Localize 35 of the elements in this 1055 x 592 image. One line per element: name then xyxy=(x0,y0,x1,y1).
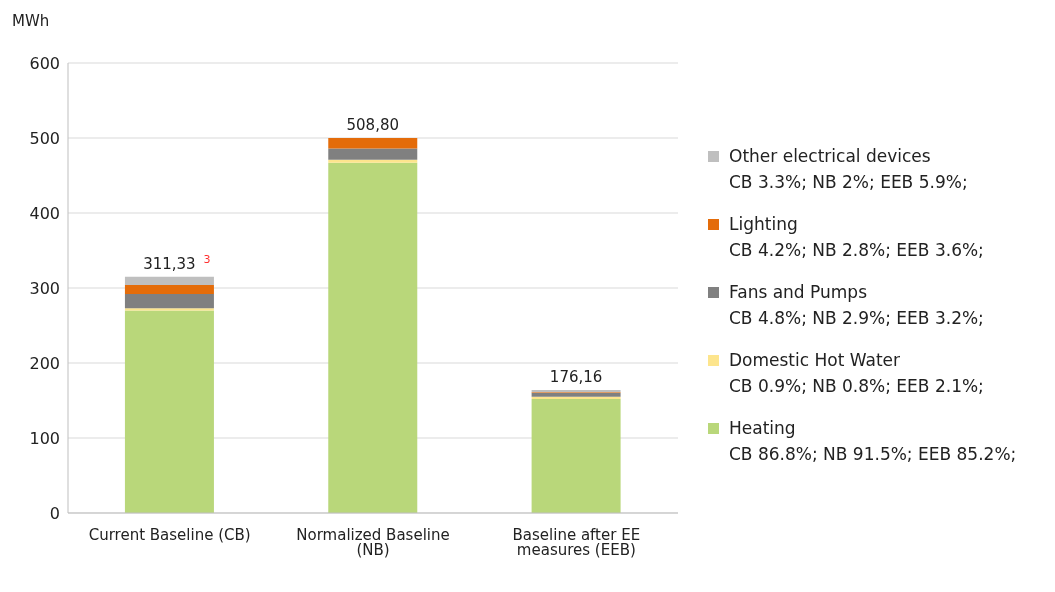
y-tick-label: 500 xyxy=(29,128,60,148)
y-tick-label: 400 xyxy=(29,203,60,223)
y-tick-label: 300 xyxy=(29,278,60,298)
text: CB 3.3%; NB 2%; EEB 5.9%; xyxy=(729,171,969,194)
text: CB 0.9%; NB 0.8%; EEB 2.1%; xyxy=(729,375,985,398)
x-tick-label: Normalized Baseline (NB) xyxy=(296,525,450,559)
bar xyxy=(124,294,214,309)
bar xyxy=(124,308,214,311)
y-axis-title: MWh xyxy=(12,12,50,30)
legend-label: Other electrical devices xyxy=(729,145,931,168)
x-tick-label: Current Baseline (CB) xyxy=(88,525,251,544)
text: CB 86.8%; NB 91.5%; EEB 85.2%; xyxy=(729,443,1017,466)
x-tick-label: Baseline after EE measures (EEB) xyxy=(512,525,641,559)
y-tick-label: 200 xyxy=(29,353,60,373)
bar xyxy=(328,138,418,149)
bar xyxy=(124,276,214,285)
y-tick-label: 100 xyxy=(29,428,60,448)
bar xyxy=(328,162,418,513)
legend-label: Heating xyxy=(729,417,796,440)
annotation: 176,16 xyxy=(549,368,603,386)
text: CB 4.2%; NB 2.8%; EEB 3.6%; xyxy=(729,239,985,262)
annotation: 3 xyxy=(203,252,211,266)
bar xyxy=(328,148,418,160)
bar xyxy=(531,399,621,513)
y-tick-label: 600 xyxy=(29,53,60,73)
bar xyxy=(124,310,214,513)
text: CB 4.8%; NB 2.9%; EEB 3.2%; xyxy=(729,307,985,330)
legend-label: Domestic Hot Water xyxy=(729,349,901,372)
y-tick-label: 0 xyxy=(49,503,60,523)
annotation: 311,33 xyxy=(143,254,196,273)
bar xyxy=(328,159,418,163)
bar xyxy=(124,285,214,294)
legend-label: Lighting xyxy=(729,213,798,236)
annotation: 508,80 xyxy=(346,116,400,134)
legend-label: Fans and Pumps xyxy=(729,281,867,304)
